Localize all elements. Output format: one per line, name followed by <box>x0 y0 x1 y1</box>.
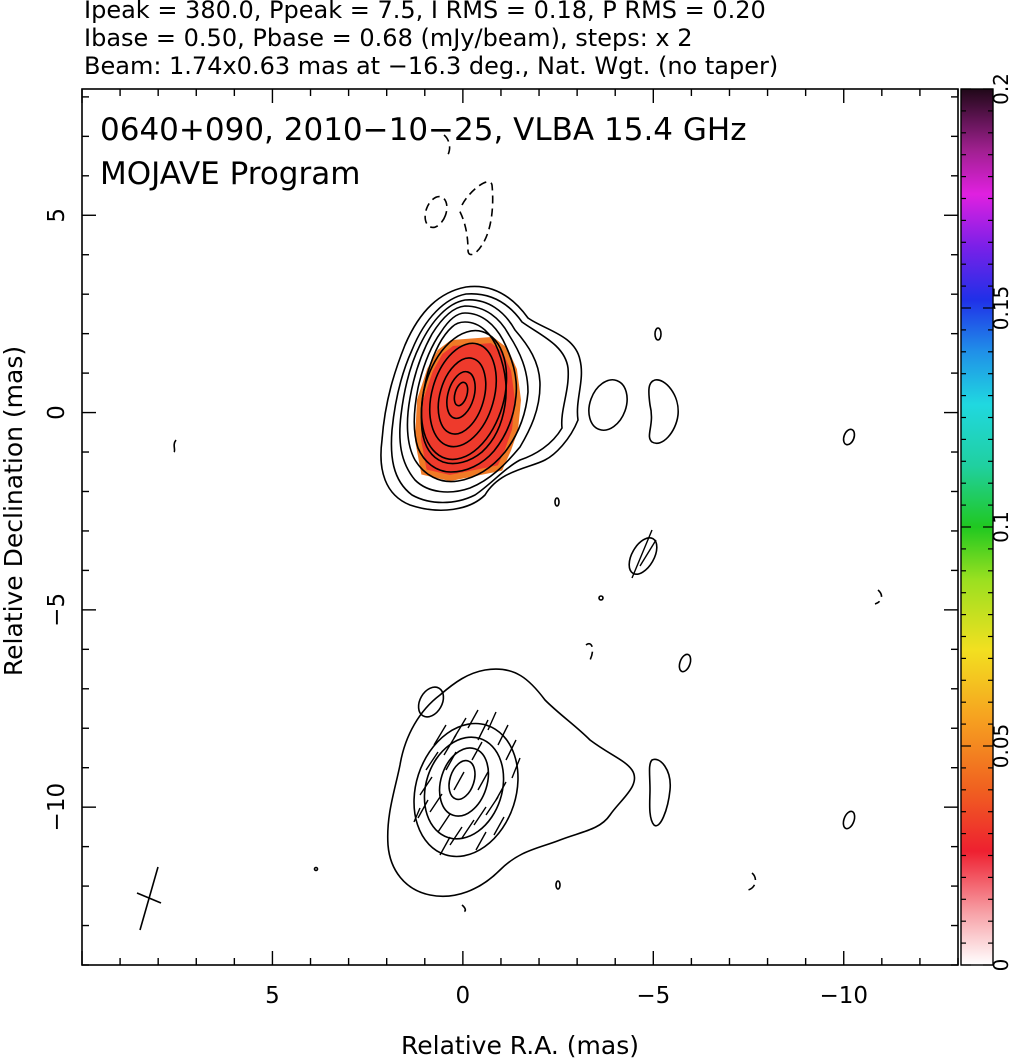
plot-frame <box>81 88 959 966</box>
axis-ticks <box>81 89 959 966</box>
x-tick-label: 0 <box>456 983 471 1009</box>
header-line-1: Ipeak = 380.0, Ppeak = 7.5, I RMS = 0.18… <box>84 0 766 24</box>
source-label: 0640+090, 2010−10−25, VLBA 15.4 GHz <box>100 112 746 148</box>
y-tick-label: 5 <box>44 208 70 223</box>
pol-vectors <box>413 529 657 856</box>
beam-marker <box>136 866 162 931</box>
x-tick-label: −5 <box>636 983 670 1009</box>
header-line-3: Beam: 1.74x0.63 mas at −16.3 deg., Nat. … <box>84 52 778 80</box>
colorbar-tick-label: 0.15 <box>989 286 1013 331</box>
y-tick-label: −10 <box>44 783 70 832</box>
axis-tick-labels: 5 0 −5 −10 5 0 −5 −10 <box>44 208 868 1009</box>
negative-contours <box>424 134 883 913</box>
colorbar-tick-label: 0.2 <box>989 73 1013 105</box>
y-axis-label: Relative Declination (mas) <box>0 346 28 676</box>
polarization-fill <box>414 336 522 482</box>
x-tick-label: −10 <box>819 983 868 1009</box>
colorbar-tick-label: 0.1 <box>989 511 1013 543</box>
x-axis-label: Relative R.A. (mas) <box>401 1031 639 1060</box>
y-tick-label: −5 <box>44 593 70 627</box>
colorbar-tick-labels: 0 0.05 0.1 0.15 0.2 <box>989 73 1013 971</box>
x-tick-label: 5 <box>265 983 280 1009</box>
colorbar-tick-label: 0.05 <box>989 724 1013 769</box>
contour-layer <box>136 134 883 931</box>
colorbar-ticks <box>961 88 993 966</box>
jet-contours <box>386 668 671 897</box>
y-tick-label: 0 <box>44 405 70 420</box>
header-line-2: Ibase = 0.50, Pbase = 0.68 (mJy/beam), s… <box>84 24 693 52</box>
program-label: MOJAVE Program <box>100 156 360 192</box>
core-contours <box>173 285 856 890</box>
colorbar-tick-label: 0 <box>989 959 1013 972</box>
